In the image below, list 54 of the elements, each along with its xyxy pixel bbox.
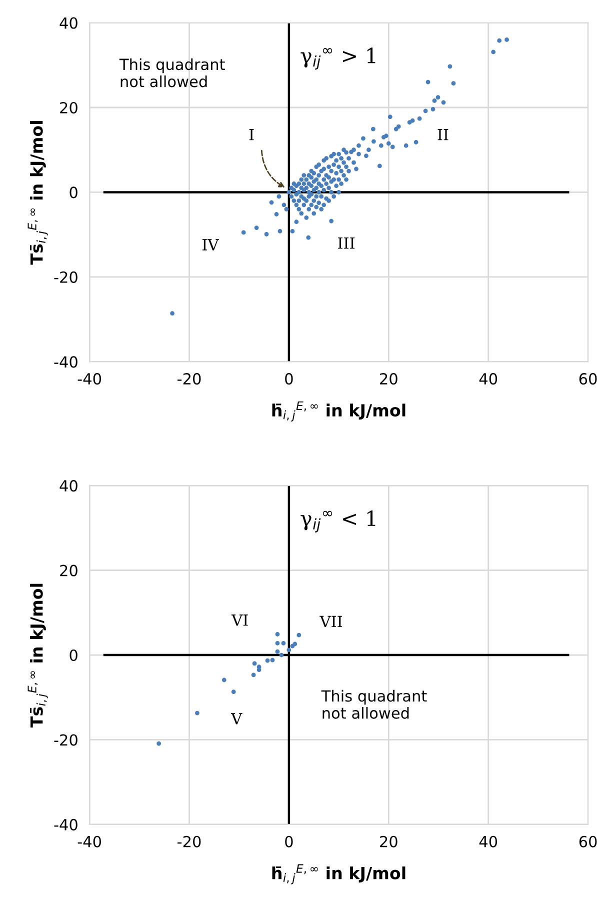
annotation: VI xyxy=(231,614,248,626)
annotation: III xyxy=(338,237,354,249)
x-tick-label: -40 xyxy=(78,373,102,385)
point xyxy=(256,668,262,672)
y-tick-label: 40 xyxy=(60,480,78,492)
point xyxy=(296,632,302,638)
point xyxy=(265,658,270,663)
x-tick-label: 20 xyxy=(380,373,398,385)
point xyxy=(275,632,280,636)
y-tick-label: 20 xyxy=(60,564,78,576)
y-tick-label: 20 xyxy=(60,102,78,114)
annotation: II xyxy=(438,129,448,140)
point xyxy=(279,652,284,658)
y-axis-title: Ts̄$_{i,j}$$^{E,∞}$ in kJ/mol xyxy=(28,584,48,728)
y-axis-title: Ts̄$_{i,j}$$^{E,∞}$ in kJ/mol xyxy=(28,121,48,265)
x-tick-label: 0 xyxy=(285,373,293,385)
x-tick-label: 40 xyxy=(479,373,498,385)
point xyxy=(251,672,256,678)
x-tick-label: 40 xyxy=(479,836,498,848)
x-tick-label: 60 xyxy=(579,836,597,848)
annotation: V xyxy=(230,713,242,724)
point xyxy=(156,741,162,746)
x-tick-label: 20 xyxy=(380,836,398,848)
point xyxy=(252,661,257,666)
y-tick-label: 40 xyxy=(60,17,78,29)
x-tick-label: -20 xyxy=(178,836,201,848)
annotation: γ$_{ij}$$^{∞}$ > 1 xyxy=(300,48,376,70)
point xyxy=(270,658,275,662)
annotation: This quadrant not allowed xyxy=(321,690,427,719)
y-tick-label: 0 xyxy=(70,186,78,198)
point xyxy=(275,649,280,654)
annotation: This quadrant not allowed xyxy=(119,58,225,88)
x-axis-title: h̄$_{i,j}$$^{E,∞}$ in kJ/mol xyxy=(272,864,406,884)
y-tick-label: -20 xyxy=(54,271,78,283)
point xyxy=(222,678,226,682)
x-tick-label: -20 xyxy=(178,373,201,385)
x-tick-label: 60 xyxy=(579,373,597,385)
y-tick-label: 0 xyxy=(70,649,78,662)
annotation: γ$_{ij}$$^{∞}$ < 1 xyxy=(300,510,376,532)
annotation: VII xyxy=(320,616,342,628)
x-axis-title: h̄$_{i,j}$$^{E,∞}$ in kJ/mol xyxy=(272,401,406,422)
point xyxy=(281,640,286,646)
point xyxy=(231,690,236,694)
annotation: IV xyxy=(202,239,219,250)
point xyxy=(286,648,292,652)
point xyxy=(275,640,280,646)
x-tick-label: 0 xyxy=(285,836,293,848)
x-tick-label: -40 xyxy=(78,836,102,848)
y-tick-label: -20 xyxy=(54,734,78,746)
annotation: I xyxy=(249,129,254,140)
y-tick-label: -40 xyxy=(54,356,78,368)
point xyxy=(290,644,295,648)
y-tick-label: -40 xyxy=(54,818,78,830)
point xyxy=(195,710,200,716)
